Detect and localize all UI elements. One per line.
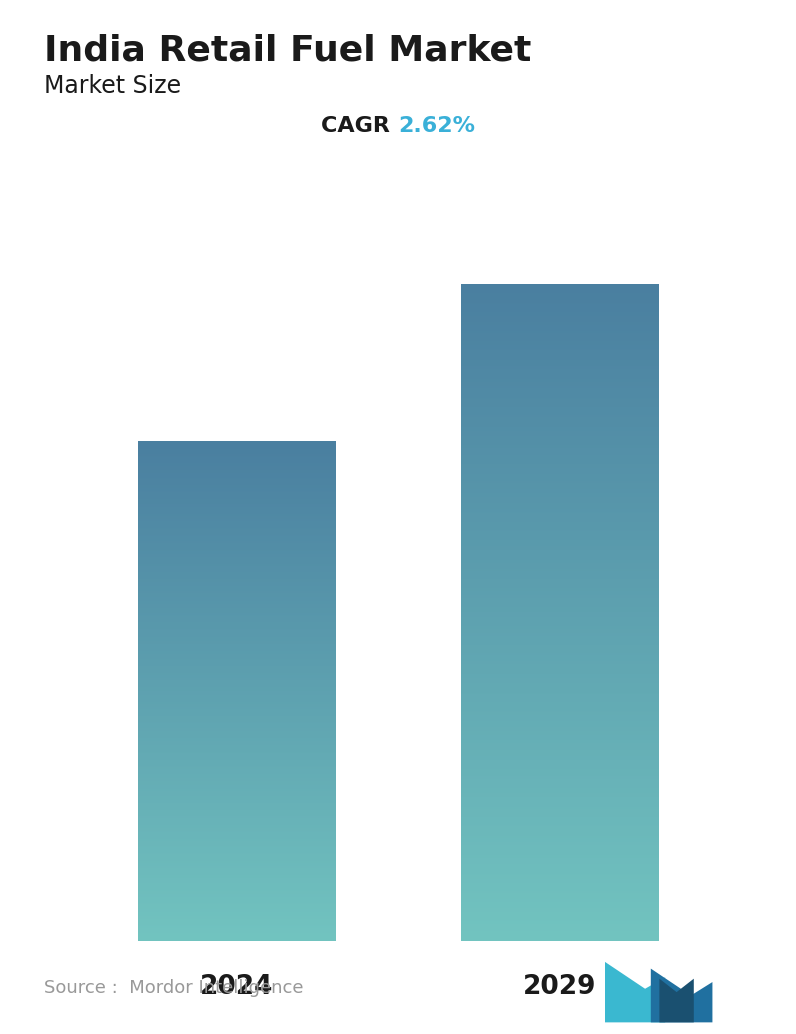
Text: Market Size: Market Size [44,74,181,98]
Text: CAGR: CAGR [322,116,398,135]
Polygon shape [651,969,712,1023]
Polygon shape [659,978,694,1023]
Text: 2029: 2029 [522,974,596,1000]
Text: India Retail Fuel Market: India Retail Fuel Market [44,33,531,67]
Polygon shape [605,962,665,1023]
Text: 2.62%: 2.62% [398,116,475,135]
Text: 2024: 2024 [200,974,274,1000]
Text: Source :  Mordor Intelligence: Source : Mordor Intelligence [44,979,303,997]
